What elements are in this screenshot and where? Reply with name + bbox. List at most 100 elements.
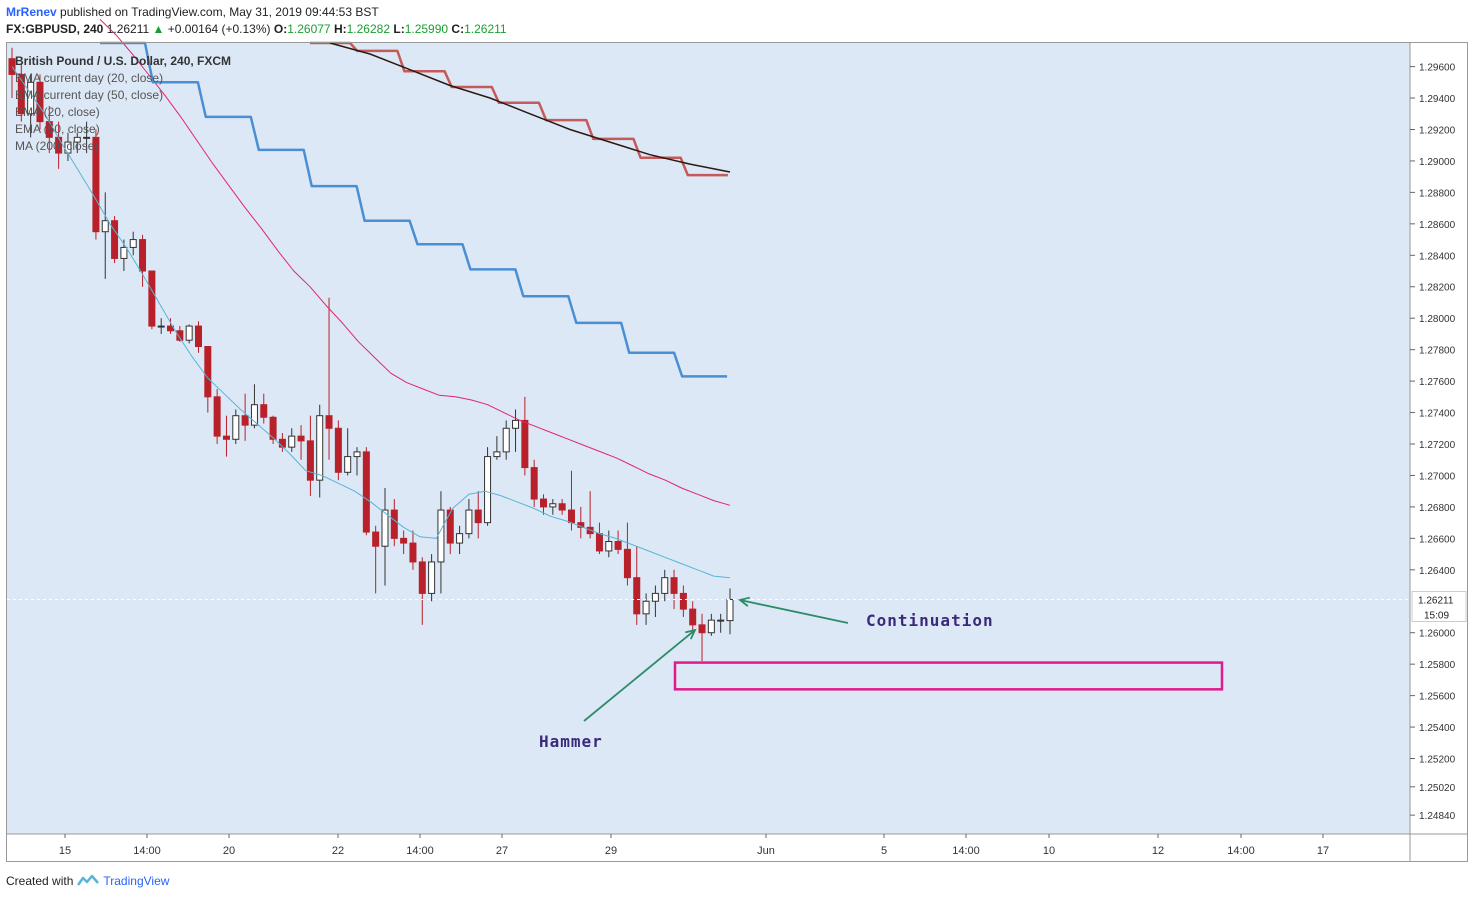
candle-down bbox=[325, 415, 333, 429]
open-value: 1.26077 bbox=[287, 22, 331, 36]
candle-up bbox=[651, 592, 659, 602]
candle-down bbox=[176, 330, 184, 341]
y-tick-label-6: 1.28400 bbox=[1419, 251, 1456, 262]
x-tick-label-3: 22 bbox=[332, 845, 344, 857]
legend-item-ema-20[interactable]: EMA (20, close) bbox=[15, 105, 100, 119]
footer: Created with TradingView bbox=[6, 874, 169, 888]
candle-down bbox=[92, 136, 100, 233]
hammer-label: Hammer bbox=[539, 732, 603, 751]
continuation-arrow-head bbox=[737, 596, 750, 607]
price-axis-background bbox=[1410, 43, 1468, 834]
y-tick-label-17: 1.26000 bbox=[1419, 629, 1456, 640]
candle-up bbox=[353, 451, 361, 458]
tradingview-brand-link[interactable]: TradingView bbox=[103, 874, 170, 888]
candle-down bbox=[334, 427, 342, 473]
candle-down bbox=[362, 451, 370, 533]
countdown-label: 15:09 bbox=[1424, 611, 1449, 622]
candle-down bbox=[148, 270, 156, 327]
y-tick-label-15: 1.26600 bbox=[1419, 534, 1456, 545]
candle-down bbox=[446, 509, 454, 544]
candle-down bbox=[260, 404, 268, 418]
high-value: 1.26282 bbox=[346, 22, 391, 36]
support-zone-box bbox=[673, 661, 1224, 691]
candle-down bbox=[111, 220, 119, 259]
ema-50-line bbox=[99, 19, 731, 506]
y-tick-label-9: 1.27800 bbox=[1419, 346, 1456, 357]
y-tick-label-11: 1.27400 bbox=[1419, 409, 1456, 420]
candle-up bbox=[428, 561, 436, 594]
y-tick-label-13: 1.27000 bbox=[1419, 471, 1456, 482]
y-tick-label-4: 1.28800 bbox=[1419, 188, 1456, 199]
change-value: +0.00164 (+0.13%) bbox=[167, 22, 271, 36]
y-tick-label-1: 1.29400 bbox=[1419, 94, 1456, 105]
candle-down bbox=[8, 58, 16, 75]
candle-up bbox=[642, 600, 650, 615]
candle-up bbox=[157, 325, 165, 328]
candles-group bbox=[8, 47, 734, 662]
candle-up bbox=[381, 509, 389, 547]
x-tick-label-4: 14:00 bbox=[406, 845, 434, 857]
hammer-arrow bbox=[583, 629, 696, 722]
y-tick-label-10: 1.27600 bbox=[1419, 377, 1456, 388]
candle-down bbox=[409, 542, 417, 563]
current-price-tag bbox=[1411, 591, 1467, 623]
candle-down bbox=[204, 346, 212, 398]
y-tick-label-20: 1.25400 bbox=[1419, 723, 1456, 734]
y-tick-label-14: 1.26800 bbox=[1419, 503, 1456, 514]
candle-down bbox=[390, 509, 398, 539]
legend-title: British Pound / U.S. Dollar, 240, FXCM bbox=[15, 54, 232, 68]
legend-item-ema-50[interactable]: EMA (50, close) bbox=[15, 122, 100, 136]
open-label: O: bbox=[273, 22, 288, 36]
candle-up bbox=[717, 619, 725, 622]
candle-up bbox=[344, 456, 352, 473]
publish-info: MrRenev published on TradingView.com, Ma… bbox=[6, 5, 379, 19]
ema-day-50-line bbox=[310, 41, 728, 177]
candle-up bbox=[232, 415, 240, 440]
candle-down bbox=[633, 577, 641, 615]
x-tick-label-11: 12 bbox=[1152, 845, 1164, 857]
close-label: C: bbox=[451, 22, 465, 36]
candle-up bbox=[605, 541, 613, 552]
up-arrow-icon: ▲ bbox=[152, 22, 165, 36]
y-tick-label-2: 1.29200 bbox=[1419, 125, 1456, 136]
y-tick-label-22: 1.25020 bbox=[1419, 783, 1456, 794]
candle-down bbox=[269, 416, 277, 440]
candle-up bbox=[707, 619, 715, 634]
ema-20-line bbox=[11, 66, 731, 579]
candle-up bbox=[129, 239, 137, 248]
candle-down bbox=[540, 498, 548, 508]
published-text: published on TradingView.com, May 31, 20… bbox=[60, 5, 379, 19]
ema-day-20-line bbox=[100, 41, 728, 378]
current-price-label: 1.26211 bbox=[1418, 596, 1454, 607]
candle-up bbox=[661, 577, 669, 594]
candle-up bbox=[456, 533, 464, 544]
candle-down bbox=[530, 467, 538, 500]
legend-item-ma-200[interactable]: MA (200, close) bbox=[15, 139, 99, 153]
quote-bar: FX:GBPUSD, 240 1.26211 ▲ +0.00164 (+0.13… bbox=[6, 22, 507, 36]
continuation-label: Continuation bbox=[866, 611, 994, 630]
y-tick-label-19: 1.25600 bbox=[1419, 692, 1456, 703]
low-label: L: bbox=[393, 22, 405, 36]
candle-up bbox=[83, 136, 91, 139]
y-tick-label-7: 1.28200 bbox=[1419, 283, 1456, 294]
x-tick-label-2: 20 bbox=[223, 845, 235, 857]
candle-down bbox=[418, 561, 426, 594]
continuation-arrow bbox=[739, 599, 849, 624]
legend-item-ema-day-20[interactable]: EMA current day (20, close) bbox=[15, 71, 164, 85]
candle-up bbox=[512, 419, 520, 429]
created-with-text: Created with bbox=[6, 874, 74, 888]
candle-up bbox=[73, 136, 81, 143]
y-tick-label-8: 1.28000 bbox=[1419, 314, 1456, 325]
x-tick-label-10: 10 bbox=[1043, 845, 1055, 857]
candle-down bbox=[372, 531, 380, 547]
x-tick-label-1: 14:00 bbox=[133, 845, 161, 857]
indicator-legend: British Pound / U.S. Dollar, 240, FXCM E… bbox=[15, 53, 231, 155]
candle-up bbox=[493, 451, 501, 458]
hammer-arrow-head bbox=[685, 628, 697, 640]
candle-down bbox=[679, 592, 687, 610]
legend-item-ema-day-50[interactable]: EMA current day (50, close) bbox=[15, 88, 164, 102]
candle-up bbox=[288, 435, 296, 448]
y-tick-label-0: 1.29600 bbox=[1419, 63, 1456, 74]
author-link[interactable]: MrRenev bbox=[6, 5, 57, 19]
